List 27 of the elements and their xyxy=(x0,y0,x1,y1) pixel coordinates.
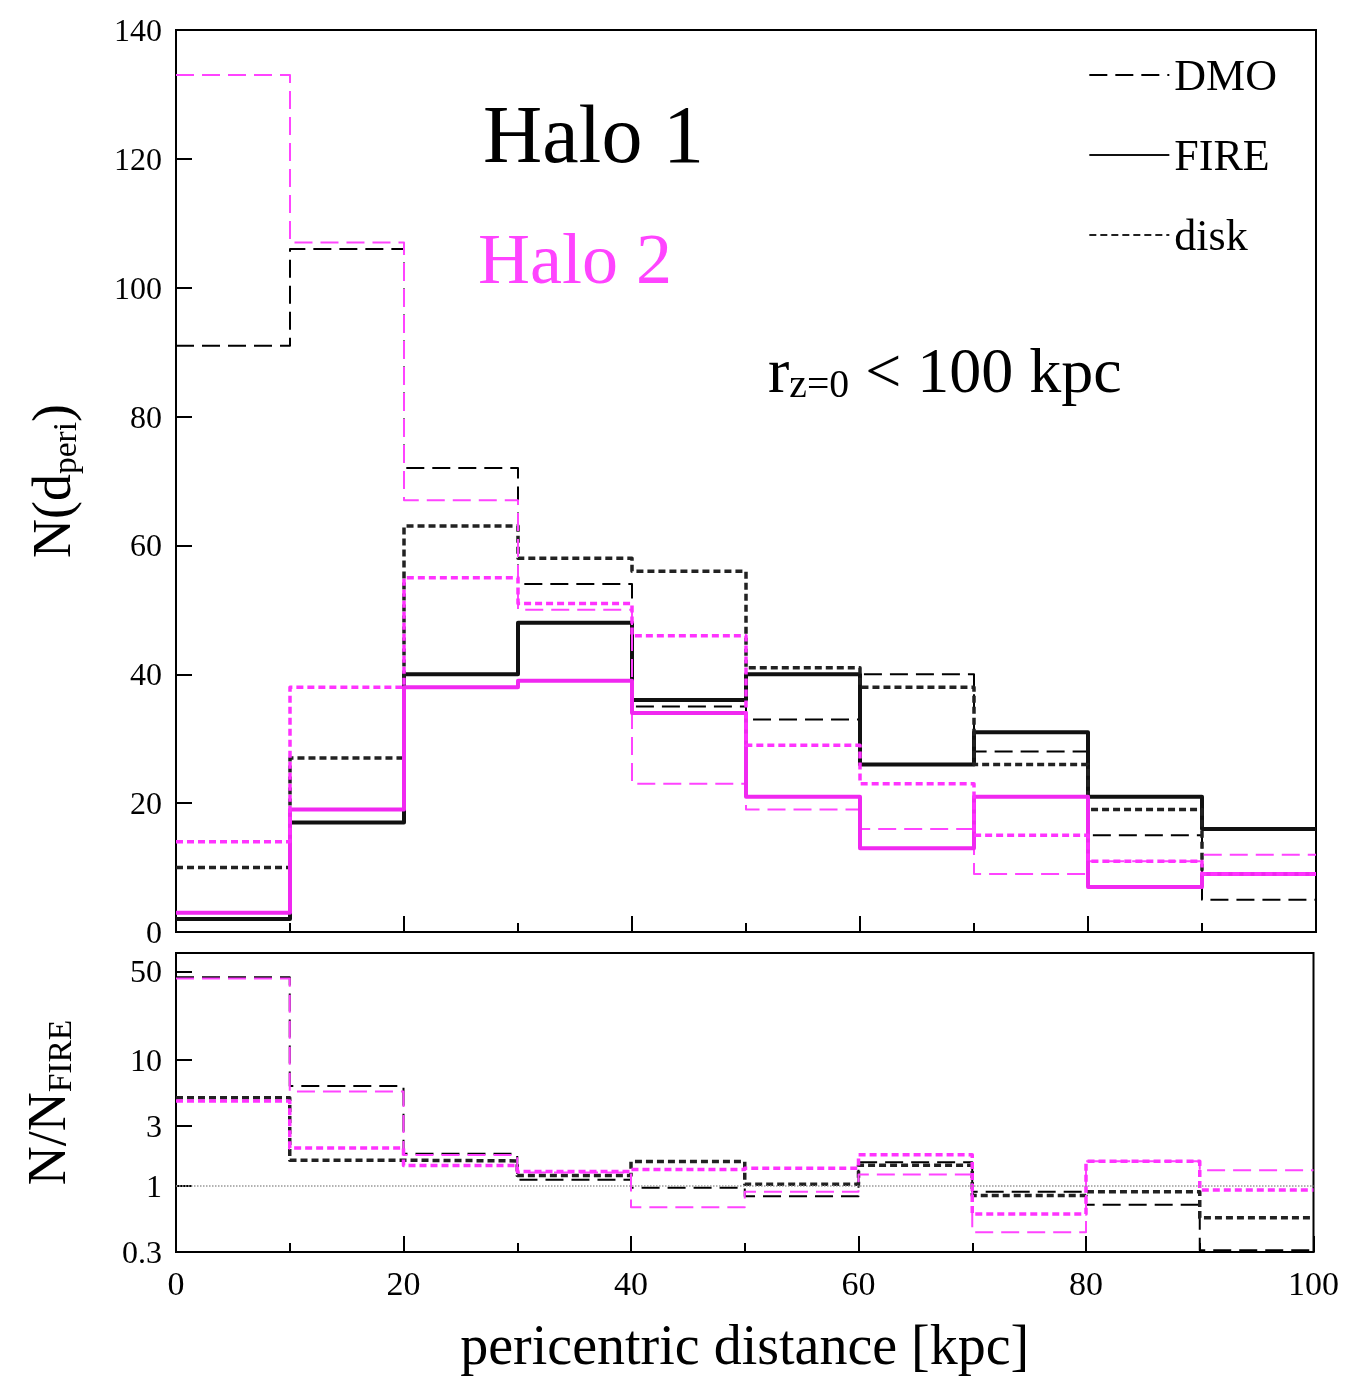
y-tick-label: 0.3 xyxy=(122,1234,162,1270)
x-axis-title: pericentric distance [kpc] xyxy=(460,1314,1030,1376)
y-axis-title: N(dperi) xyxy=(22,404,83,558)
y-tick-label: 120 xyxy=(114,140,162,177)
legend-label: DMO xyxy=(1174,50,1278,100)
x-tick-label: 80 xyxy=(1069,1264,1103,1302)
y-tick-label: 60 xyxy=(130,527,162,564)
y-tick-label: 80 xyxy=(130,398,162,435)
y-tick-label: 40 xyxy=(130,656,162,693)
x-tick-label: 100 xyxy=(1288,1264,1339,1302)
y-tick-label: 1 xyxy=(146,1167,162,1204)
x-tick-label: 20 xyxy=(386,1264,421,1302)
annotation: rz=0 < 100 kpc xyxy=(768,334,1122,407)
legend-label: FIRE xyxy=(1174,130,1270,180)
y-tick-label: 100 xyxy=(114,269,162,306)
y-tick-label: 20 xyxy=(130,785,162,822)
y-tick-label: 0 xyxy=(146,914,162,950)
y-tick-label: 3 xyxy=(146,1107,162,1144)
legend-label: disk xyxy=(1174,210,1248,260)
y-tick-label: 50 xyxy=(130,953,162,990)
annotation: Halo 1 xyxy=(483,88,704,180)
y-tick-label: 10 xyxy=(130,1041,162,1078)
x-tick-label: 60 xyxy=(841,1264,876,1302)
y-axis-title: N/NFIRE xyxy=(17,1019,78,1186)
y-tick-label: 140 xyxy=(114,12,162,48)
annotation: Halo 2 xyxy=(478,219,672,299)
x-tick-label: 40 xyxy=(614,1264,648,1302)
